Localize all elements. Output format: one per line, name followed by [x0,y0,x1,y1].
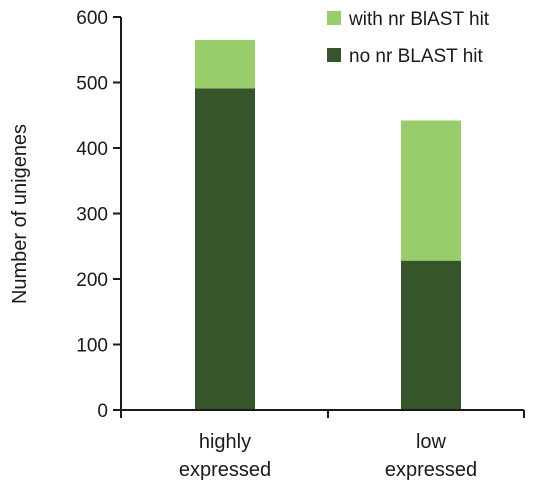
y-axis: 0 100 200 300 400 500 600 [76,8,122,422]
legend-swatch-no-hit [327,48,341,62]
y-tick-label: 0 [97,401,108,422]
bar-segment-2-2 [401,120,461,261]
x-axis: highly expressed low expressed [113,409,525,481]
legend-label-with-hit: with nr BlAST hit [348,9,490,30]
legend: with nr BlAST hit no nr BLAST hit [327,9,490,67]
x-category-label: expressed [179,459,271,481]
x-category-label: expressed [385,459,477,481]
x-category-label: low [416,431,447,453]
y-tick-label: 300 [76,205,108,226]
bar-segment-1-2 [195,39,255,89]
y-axis-title: Number of unigenes [9,124,31,304]
bar-segment-2-1 [401,260,461,410]
x-category-label: highly [199,431,251,453]
bars-layer [195,39,461,411]
legend-label-no-hit: no nr BLAST hit [349,46,484,67]
y-tick-label: 600 [76,8,108,29]
bar-segment-1-1 [195,88,255,411]
y-tick-label: 500 [76,74,108,95]
y-tick-label: 200 [76,270,108,291]
legend-swatch-with-hit [327,11,341,25]
y-tick-label: 400 [76,139,108,160]
y-tick-label: 100 [76,336,108,357]
